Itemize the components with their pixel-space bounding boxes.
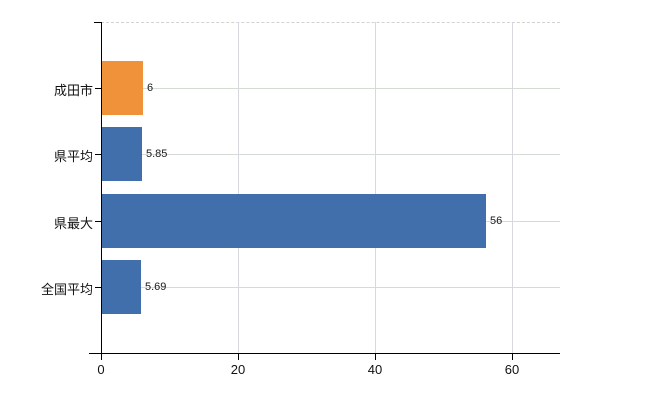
x-axis-tick <box>375 353 376 360</box>
bar-4 <box>102 260 141 314</box>
vertical-gridline <box>375 22 376 353</box>
vertical-gridline <box>238 22 239 353</box>
plot-top-border <box>101 22 560 23</box>
y-axis-top-tick <box>94 22 101 23</box>
x-axis <box>89 353 560 354</box>
category-label: 成田市 <box>53 83 93 98</box>
horizontal-gridline <box>101 88 560 89</box>
bar-2 <box>102 127 142 181</box>
horizontal-gridline <box>101 154 560 155</box>
y-axis-category-tick <box>95 88 101 89</box>
bar-3 <box>102 194 486 248</box>
y-axis-category-tick <box>95 287 101 288</box>
y-axis-category-tick <box>95 154 101 155</box>
x-tick-label: 40 <box>367 362 383 377</box>
bar-value-label: 5.69 <box>145 281 167 293</box>
x-tick-label: 20 <box>230 362 246 377</box>
x-axis-tick <box>101 353 102 360</box>
bar-1 <box>102 61 143 115</box>
bar-value-label: 5.85 <box>146 148 168 160</box>
x-axis-tick <box>238 353 239 360</box>
x-tick-label: 0 <box>97 362 105 377</box>
category-label: 県最大 <box>53 216 93 231</box>
category-label: 全国平均 <box>40 282 93 297</box>
y-axis-category-tick <box>95 221 101 222</box>
y-axis <box>101 22 102 360</box>
bar-value-label: 56 <box>490 215 503 227</box>
bar-value-label: 6 <box>147 82 154 94</box>
x-tick-label: 60 <box>504 362 520 377</box>
vertical-gridline <box>512 22 513 353</box>
category-label: 県平均 <box>53 149 93 164</box>
horizontal-gridline <box>101 287 560 288</box>
x-axis-tick <box>512 353 513 360</box>
